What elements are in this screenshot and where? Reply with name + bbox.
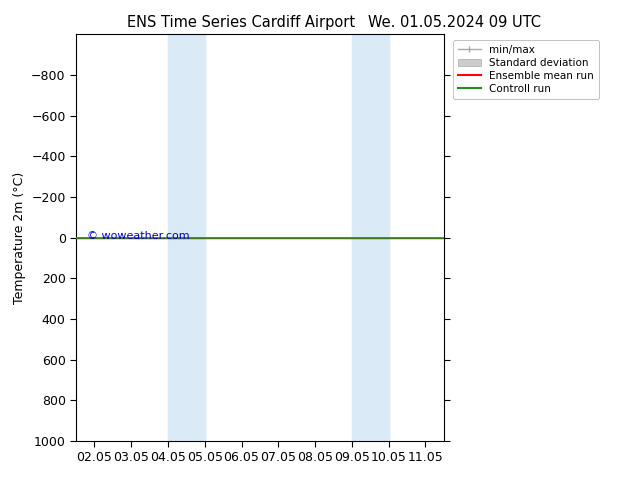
Text: We. 01.05.2024 09 UTC: We. 01.05.2024 09 UTC [368,15,541,30]
Y-axis label: Temperature 2m (°C): Temperature 2m (°C) [13,172,25,304]
Text: © woweather.com: © woweather.com [87,231,190,241]
Bar [370,34,389,441]
Bar [168,34,186,441]
Bar [186,34,205,441]
Bar [352,34,370,441]
Text: ENS Time Series Cardiff Airport: ENS Time Series Cardiff Airport [127,15,355,30]
Legend: min/max, Standard deviation, Ensemble mean run, Controll run: min/max, Standard deviation, Ensemble me… [453,40,599,99]
